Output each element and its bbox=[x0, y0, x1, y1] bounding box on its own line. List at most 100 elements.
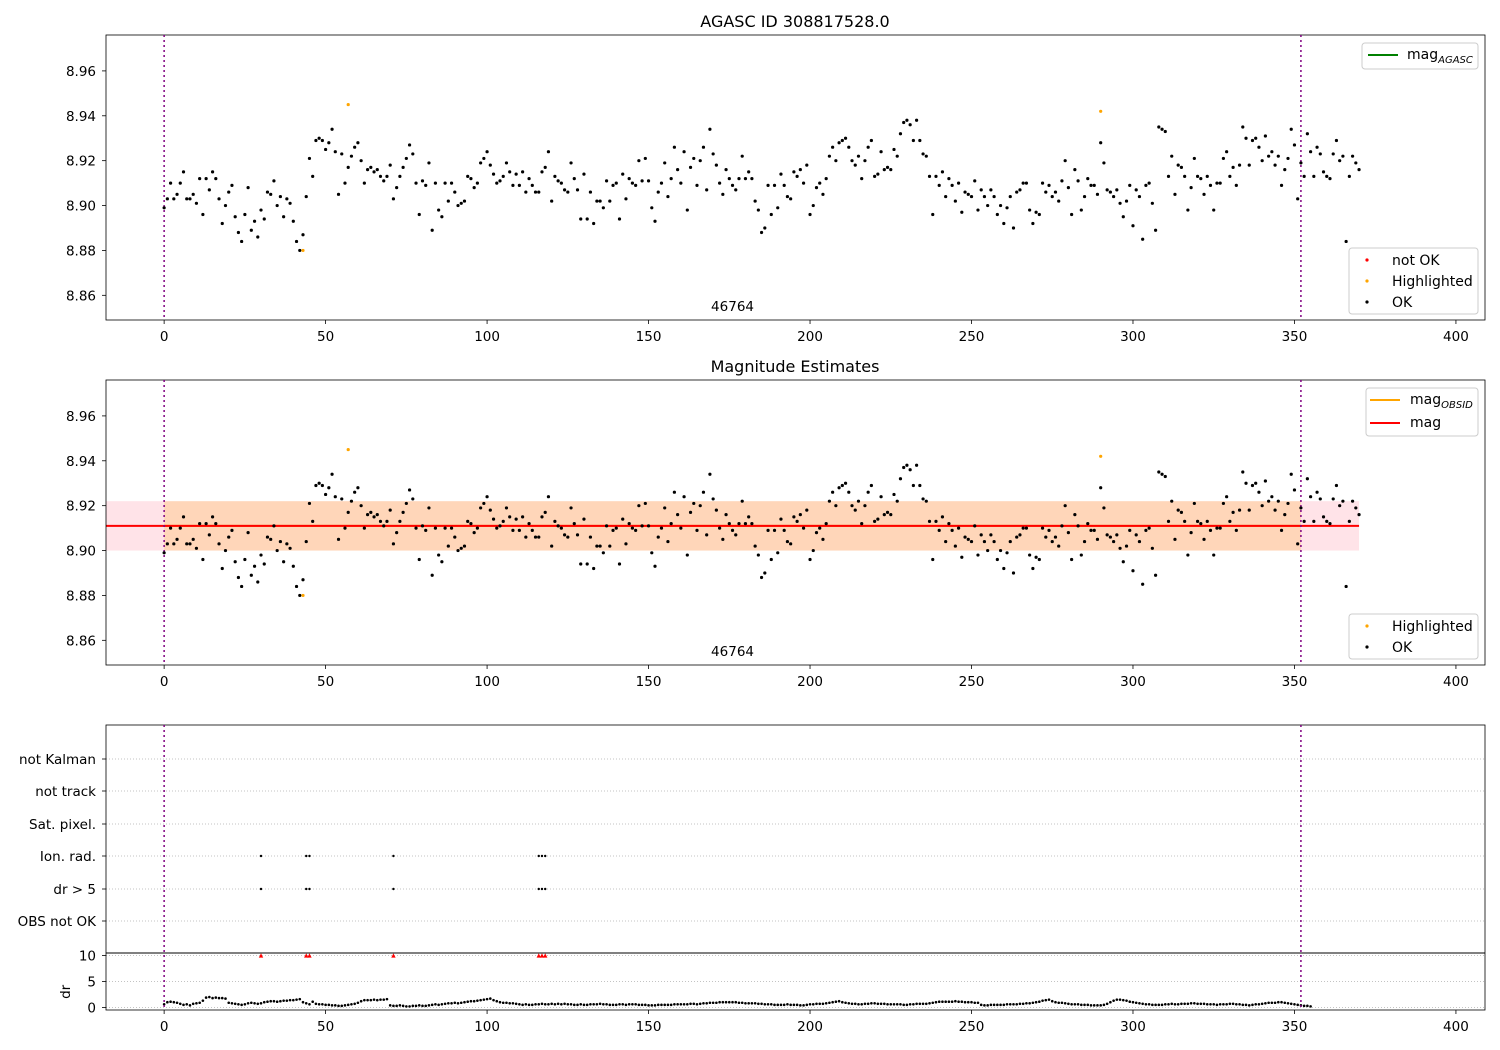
plot-frame bbox=[105, 379, 1486, 666]
dr-point bbox=[721, 1000, 725, 1004]
ok-point bbox=[814, 185, 819, 190]
dr-point bbox=[1076, 1003, 1080, 1006]
dr-point bbox=[1112, 999, 1115, 1002]
ok-point bbox=[185, 197, 189, 201]
x-tick-label: 150 bbox=[636, 1019, 662, 1035]
dr-point bbox=[740, 1001, 744, 1005]
ok-point bbox=[391, 542, 396, 546]
dr-point bbox=[844, 1001, 847, 1005]
dr-point bbox=[966, 1000, 970, 1004]
ok-point bbox=[414, 181, 418, 185]
ok-point bbox=[459, 201, 463, 205]
dr-point bbox=[456, 1001, 460, 1005]
ok-point bbox=[898, 477, 903, 481]
dr-point bbox=[498, 1000, 502, 1004]
dr-point bbox=[579, 1003, 583, 1006]
ok-point bbox=[785, 194, 790, 199]
dr-point bbox=[1147, 1003, 1151, 1006]
ok-point bbox=[317, 136, 321, 140]
ok-point bbox=[424, 528, 428, 532]
dr-point bbox=[656, 1003, 660, 1007]
y-tick-label: 8.86 bbox=[66, 288, 96, 304]
dr-point bbox=[769, 1003, 773, 1006]
ok-point bbox=[608, 199, 612, 203]
ok-point bbox=[688, 165, 693, 170]
ok-point bbox=[779, 172, 783, 176]
ok-point bbox=[792, 515, 796, 519]
ok-point bbox=[1131, 224, 1135, 228]
ok-point bbox=[798, 513, 802, 517]
ok-point bbox=[378, 174, 383, 178]
ok-point bbox=[743, 522, 748, 526]
dr-point bbox=[208, 995, 211, 999]
ok-point bbox=[353, 145, 357, 149]
ok-point bbox=[931, 557, 935, 562]
ok-point bbox=[779, 517, 783, 521]
dr-point bbox=[1189, 1001, 1193, 1005]
ok-point bbox=[1137, 539, 1142, 544]
dr-point bbox=[592, 1003, 595, 1006]
dr-point bbox=[543, 1003, 547, 1006]
ok-point bbox=[1237, 163, 1242, 167]
ok-point bbox=[1121, 560, 1125, 564]
dr-point bbox=[831, 1000, 834, 1004]
dr-point bbox=[679, 1003, 683, 1006]
ok-point bbox=[1279, 183, 1284, 187]
ok-point bbox=[627, 177, 631, 181]
ok-point bbox=[924, 154, 928, 158]
ok-point bbox=[1118, 546, 1122, 550]
ok-point bbox=[546, 495, 551, 499]
ok-point bbox=[821, 537, 825, 541]
ok-point bbox=[562, 533, 567, 537]
ok-point bbox=[811, 203, 815, 208]
dr-point bbox=[424, 1004, 428, 1008]
dr-point bbox=[863, 1002, 867, 1006]
ok-point bbox=[365, 168, 370, 172]
ok-point bbox=[469, 522, 473, 526]
ok-point bbox=[233, 215, 237, 219]
ok-point bbox=[856, 499, 861, 503]
x-tick-label: 0 bbox=[160, 329, 169, 345]
dr-point bbox=[715, 1001, 718, 1005]
ok-point bbox=[934, 174, 938, 178]
ok-point bbox=[168, 181, 173, 185]
ok-point bbox=[1312, 519, 1316, 523]
ok-point bbox=[1338, 504, 1342, 508]
ok-point bbox=[614, 526, 618, 530]
ok-point bbox=[1350, 499, 1355, 503]
ok-point bbox=[927, 519, 932, 523]
ok-point bbox=[188, 197, 192, 201]
dr-point bbox=[1163, 1003, 1167, 1006]
ok-point bbox=[646, 524, 651, 528]
y-tick-label: 8.94 bbox=[66, 109, 96, 125]
ok-point bbox=[307, 156, 312, 161]
ok-point bbox=[763, 571, 767, 575]
ok-point bbox=[1163, 474, 1167, 479]
ok-point bbox=[1315, 145, 1319, 149]
dr-point bbox=[773, 1003, 776, 1007]
ok-point bbox=[747, 170, 751, 174]
ok-point bbox=[721, 537, 725, 541]
ok-point bbox=[637, 504, 641, 508]
ok-point bbox=[718, 181, 722, 185]
ok-point bbox=[185, 542, 189, 546]
ok-point bbox=[1102, 161, 1106, 165]
legend-sub: AGASC bbox=[1437, 55, 1473, 66]
ok-point bbox=[1315, 490, 1319, 494]
ok-point bbox=[537, 190, 541, 194]
ok-point bbox=[634, 183, 638, 187]
dr-point bbox=[747, 1001, 750, 1005]
ok-point bbox=[921, 497, 925, 501]
dr-point bbox=[627, 1003, 631, 1006]
ok-point bbox=[1273, 163, 1277, 167]
ok-point bbox=[194, 201, 199, 205]
dr-point bbox=[727, 1000, 731, 1004]
dr-point bbox=[1212, 1003, 1216, 1006]
ok-point bbox=[608, 544, 612, 548]
ok-point bbox=[1331, 497, 1335, 501]
flag-point bbox=[392, 854, 395, 858]
ok-point bbox=[921, 152, 925, 156]
dr-point bbox=[285, 999, 289, 1002]
ok-point bbox=[1082, 539, 1087, 544]
dr-point bbox=[1289, 1002, 1293, 1006]
